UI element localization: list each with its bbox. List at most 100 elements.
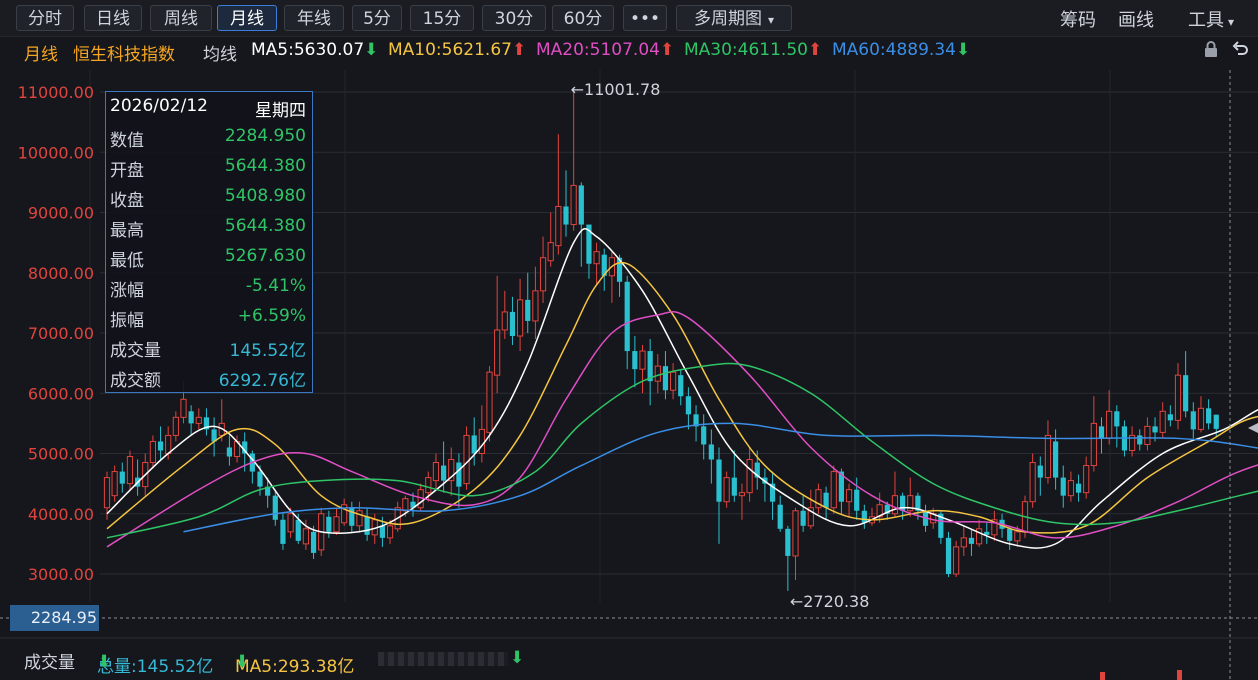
candle-body	[830, 471, 837, 509]
ma5-legend: MA5:5630.07⬇	[251, 40, 378, 60]
tab-period-1[interactable]: 日线	[84, 5, 142, 31]
candle	[1044, 420, 1052, 484]
candle	[249, 450, 255, 484]
blurred-legend	[378, 652, 508, 666]
candle-body	[532, 290, 539, 322]
candle	[708, 429, 714, 484]
candle	[494, 275, 501, 394]
candle-body	[991, 519, 998, 536]
candle	[608, 251, 615, 303]
period-label: 月线	[24, 45, 58, 65]
candle-body	[386, 525, 394, 539]
candle-body	[984, 531, 990, 535]
candle-body	[769, 483, 776, 502]
chips-button[interactable]: 筹码	[1060, 10, 1096, 31]
candle-body	[364, 516, 370, 535]
info-row: 开盘 5644.380	[110, 156, 310, 186]
candle-body	[578, 185, 584, 225]
candle	[532, 266, 539, 340]
candle-body	[693, 414, 699, 427]
arrow-down-icon: ⬇	[97, 652, 112, 672]
tab-period-2[interactable]: 周线	[150, 5, 212, 31]
y-tick-label: 5000.00	[28, 445, 94, 464]
candle-body	[149, 440, 157, 464]
y-tick-label: 6000.00	[28, 384, 94, 403]
candle	[731, 450, 737, 502]
candle-body	[785, 528, 791, 556]
candle	[1067, 471, 1075, 502]
candle-body	[494, 329, 501, 376]
arrow-up-icon: ⬆	[807, 40, 823, 60]
candle	[1129, 426, 1136, 457]
arrow-down-icon: ⬇	[235, 652, 250, 672]
tab-multi-period[interactable]: 多周期图 ▾	[676, 5, 792, 31]
candle-body	[1067, 480, 1075, 497]
price-pointer-icon	[1248, 423, 1258, 433]
candle	[1167, 405, 1173, 427]
candle-body	[265, 486, 271, 496]
tab-period-6[interactable]: 15分	[410, 5, 474, 31]
info-value: 145.52亿	[229, 341, 306, 361]
y-tick-label: 7000.00	[28, 324, 94, 343]
reset-icon[interactable]	[1232, 40, 1250, 63]
info-value: -5.41%	[245, 276, 306, 296]
candle	[593, 242, 600, 285]
candle-body	[654, 365, 661, 382]
candle	[586, 224, 592, 279]
candle	[555, 134, 562, 255]
candle	[953, 540, 960, 578]
candle-body	[586, 224, 592, 264]
lock-icon[interactable]	[1202, 40, 1220, 63]
candle-body	[1075, 483, 1082, 493]
tab-period-5[interactable]: 5分	[352, 5, 402, 31]
candle-body	[486, 371, 493, 433]
ma30-value: MA30:4611.50	[684, 40, 808, 60]
tab-period-3[interactable]: 月线	[217, 5, 277, 31]
tab-label: 月线	[230, 9, 264, 29]
candle-body	[1037, 465, 1043, 478]
candle	[868, 507, 876, 526]
candle-body	[861, 510, 867, 523]
tab-period-0[interactable]: 分时	[16, 5, 74, 31]
candle-body	[1007, 528, 1013, 541]
tools-button[interactable]: 工具 ▾	[1188, 6, 1234, 32]
ma-lines	[106, 227, 1258, 549]
candle	[310, 525, 317, 559]
candle-body	[746, 459, 753, 494]
volume-label[interactable]: 成交量	[24, 653, 75, 673]
tab-more[interactable]: •••	[623, 5, 667, 31]
candle	[203, 408, 210, 436]
ma10-legend: MA10:5621.67⬆	[388, 40, 526, 60]
candle-body	[402, 498, 409, 512]
candle-body	[379, 525, 385, 538]
candle-body	[111, 471, 118, 497]
candle	[1183, 351, 1189, 418]
candle	[302, 519, 309, 550]
candle-body	[708, 444, 714, 460]
candle-body	[563, 206, 569, 225]
candle-body	[1129, 434, 1136, 451]
candle	[1206, 399, 1212, 430]
candle	[547, 212, 554, 267]
tab-period-4[interactable]: 年线	[284, 5, 344, 31]
candle	[968, 528, 975, 556]
candle-body	[1144, 425, 1151, 445]
candle-body	[478, 428, 485, 454]
candle	[149, 435, 157, 469]
avg-label[interactable]: 均线	[203, 45, 237, 65]
tab-label: 多周期图	[693, 9, 762, 29]
candle-body	[938, 513, 944, 538]
ma10-line	[106, 261, 1258, 534]
candle-body	[425, 477, 432, 494]
ma30-line	[106, 362, 1258, 539]
info-value: 6292.76亿	[218, 371, 306, 391]
tab-period-8[interactable]: 60分	[552, 5, 614, 31]
chevron-down-icon: ▾	[767, 13, 775, 27]
candle	[103, 471, 111, 520]
draw-line-button[interactable]: 画线	[1118, 10, 1154, 31]
candle-body	[632, 351, 638, 370]
info-row: 最高 5644.380	[110, 216, 310, 246]
candle-body	[1197, 407, 1205, 430]
candle-body	[1114, 411, 1120, 427]
tab-period-7[interactable]: 30分	[482, 5, 546, 31]
